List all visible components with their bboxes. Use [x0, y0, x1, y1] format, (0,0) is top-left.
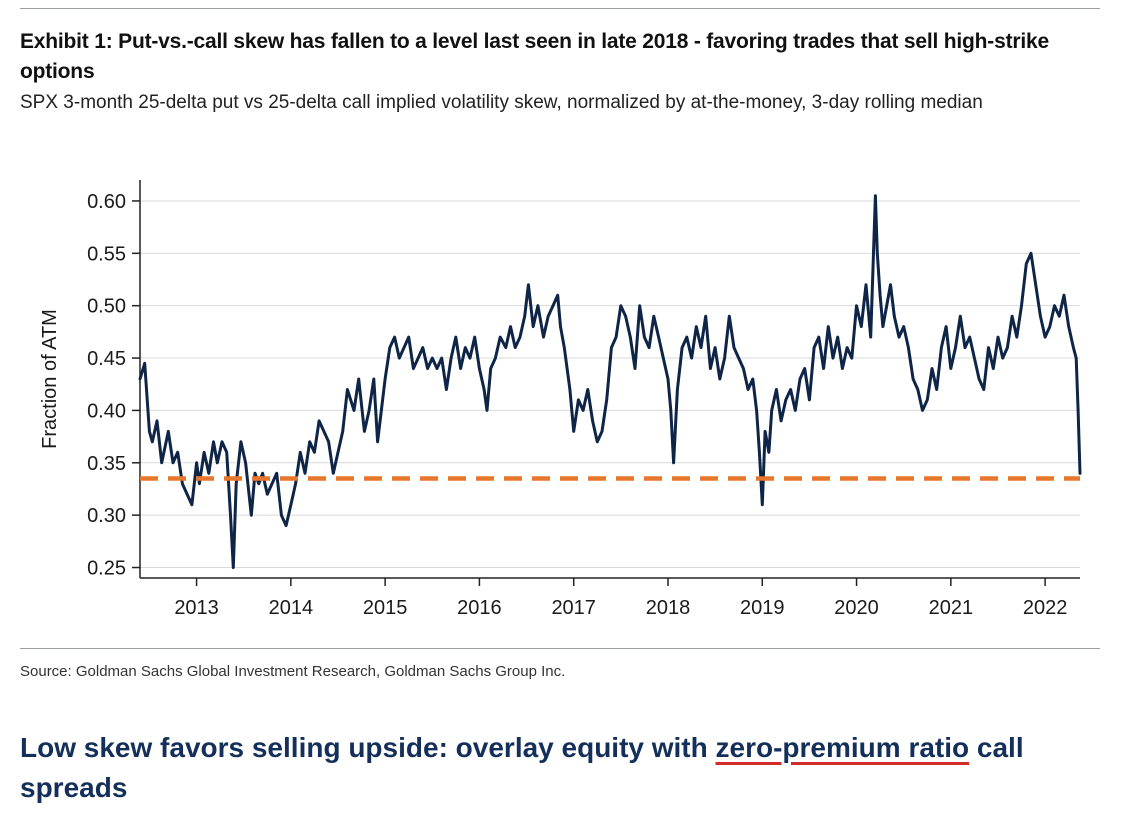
source-note: Source: Goldman Sachs Global Investment … [20, 663, 566, 680]
x-tick-label-5: 2018 [646, 597, 691, 619]
skew-line-chart: 0.250.300.350.400.450.500.550.60 2013 201… [39, 180, 1082, 619]
x-tick-label-8: 2021 [929, 597, 974, 619]
x-axis-ticks: 2013 2014 2015 2016 2017 2018 2019 2020 2021 2022 [174, 578, 1067, 619]
top-rule [20, 8, 1100, 9]
y-tick-label-2: 0.35 [87, 453, 126, 475]
y-tick-label-5: 0.50 [87, 296, 126, 318]
y-axis-ticks: 0.25 0.30 0.35 0.40 0.45 0.50 0.55 0.60 [87, 191, 140, 580]
exhibit-title: Exhibit 1: Put-vs.-call skew has fallen … [20, 30, 1049, 83]
y-tick-label-4: 0.45 [87, 348, 126, 370]
y-tick-label-3: 0.40 [87, 400, 126, 422]
x-tick-label-2: 2015 [363, 597, 408, 619]
y-tick-label-7: 0.60 [87, 191, 126, 213]
y-tick-label-0: 0.25 [87, 558, 126, 580]
exhibit-subtitle: SPX 3-month 25-delta put vs 25-delta cal… [20, 92, 983, 113]
x-tick-label-6: 2019 [740, 597, 785, 619]
heading-text-end: call spreads [20, 732, 1024, 803]
section-heading: Low skew favors selling upside: overlay … [20, 728, 1100, 808]
series-line-skew [138, 194, 1082, 569]
zero-premium-ratio-link[interactable]: zero-premium ratio [715, 732, 970, 763]
y-tick-label-1: 0.30 [87, 505, 126, 527]
x-tick-label-9: 2022 [1023, 597, 1068, 619]
y-tick-label-6: 0.55 [87, 243, 126, 265]
x-tick-label-7: 2020 [834, 597, 879, 619]
x-tick-label-0: 2013 [174, 597, 219, 619]
x-tick-label-4: 2017 [551, 597, 596, 619]
x-tick-label-3: 2016 [457, 597, 502, 619]
x-tick-label-1: 2014 [269, 597, 314, 619]
heading-text-start: Low skew favors selling upside: overlay … [20, 732, 716, 763]
bottom-rule [20, 648, 1100, 649]
y-axis-label: Fraction of ATM [39, 309, 61, 449]
